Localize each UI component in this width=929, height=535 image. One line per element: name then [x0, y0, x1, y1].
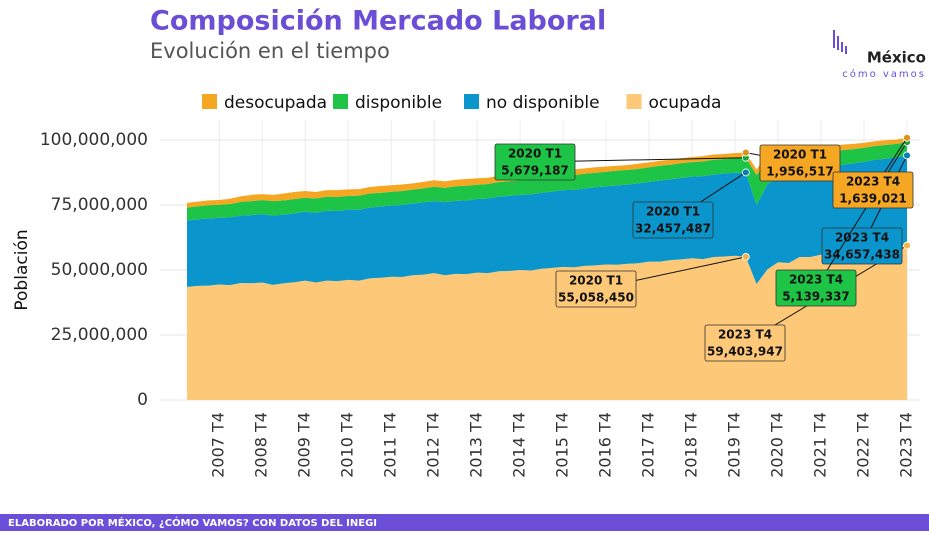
annotation-period: 2020 T1	[508, 147, 562, 161]
data-label: 55,058,450	[558, 291, 634, 305]
annotation-period: 2023 T4	[718, 328, 772, 342]
x-tick-label: 2009 T4	[295, 412, 314, 478]
area	[187, 155, 907, 287]
footer-bar	[0, 514, 929, 531]
x-tick-label: 2021 T4	[811, 412, 830, 478]
x-tick-label: 2007 T4	[209, 412, 228, 478]
data-label: 32,457,487	[635, 222, 711, 236]
x-tick-label: 2020 T4	[768, 412, 787, 478]
annotation-period: 2023 T4	[835, 231, 889, 245]
data-point	[903, 133, 911, 142]
annotation-box	[759, 144, 841, 182]
data-label: 1,639,021	[839, 192, 907, 206]
x-tick-label: 2017 T4	[639, 412, 658, 478]
annotation-box	[832, 171, 914, 209]
legend-swatch	[464, 94, 479, 109]
legend-label: ocupada	[649, 93, 722, 113]
logo-bar	[833, 30, 835, 48]
annotation-period: 2020 T1	[569, 274, 623, 288]
annotation-box	[775, 269, 857, 307]
data-label: 1,956,517	[766, 165, 834, 179]
logo-tagline: cómo vamos	[842, 68, 926, 80]
annotation-box	[494, 143, 576, 181]
legend-swatch	[202, 94, 217, 109]
data-point	[741, 252, 750, 261]
annotation-period: 2020 T1	[646, 205, 700, 219]
source: ELABORADO POR MÉXICO, ¿CÓMO VAMOS? CON D…	[8, 516, 377, 529]
logo-bar	[837, 36, 839, 50]
annotation-period: 2023 T4	[789, 273, 843, 287]
annotation-box	[632, 201, 714, 239]
logo-bar	[841, 42, 843, 52]
x-tick-label: 2014 T4	[510, 412, 529, 478]
y-tick-label: 0	[137, 390, 148, 410]
x-tick-label: 2008 T4	[252, 412, 271, 478]
y-tick-label: 75,000,000	[51, 195, 148, 215]
data-label: 5,139,337	[782, 290, 850, 304]
legend-label: desocupada	[224, 93, 327, 113]
x-tick-label: 2010 T4	[338, 412, 357, 478]
legend-swatch	[626, 94, 642, 109]
area	[187, 142, 907, 221]
x-tick-label: 2013 T4	[467, 412, 486, 478]
data-label: 59,403,947	[707, 345, 783, 359]
data-point	[903, 241, 911, 250]
x-tick-label: 2023 T4	[897, 412, 916, 478]
x-tick-label: 2012 T4	[424, 412, 443, 478]
y-tick-label: 50,000,000	[51, 260, 148, 280]
annotation-box	[821, 227, 903, 265]
legend-label: no disponible	[486, 93, 600, 113]
logo-bar	[845, 46, 847, 54]
annotation-leader	[815, 141, 908, 289]
x-tick-label: 2022 T4	[854, 412, 873, 478]
data-point	[903, 151, 911, 160]
x-tick-label: 2011 T4	[381, 412, 400, 478]
y-tick-label: 25,000,000	[51, 325, 148, 345]
data-label: 5,679,187	[501, 164, 569, 178]
x-tick-label: 2016 T4	[596, 412, 615, 478]
legend-swatch	[333, 94, 348, 109]
chart-title: Composición Mercado Laboral	[150, 6, 606, 37]
y-axis-label: Población	[12, 229, 32, 310]
data-point	[741, 148, 750, 157]
data-point	[741, 168, 750, 177]
legend-label: disponible	[355, 93, 442, 113]
x-tick-label: 2018 T4	[682, 412, 701, 478]
logo: México cómo vamos	[833, 30, 926, 80]
x-tick-label: 2019 T4	[725, 412, 744, 478]
x-tick-label: 2015 T4	[553, 412, 572, 478]
annotation-box	[704, 324, 786, 362]
annotation-period: 2023 T4	[846, 175, 900, 189]
annotation-period: 2020 T1	[773, 148, 827, 162]
y-tick-label: 100,000,000	[40, 130, 148, 150]
data-label: 34,657,438	[824, 248, 900, 262]
logo-name: México	[867, 49, 926, 67]
chart-subtitle: Evolución en el tiempo	[150, 39, 390, 63]
annotation-box	[555, 270, 637, 308]
